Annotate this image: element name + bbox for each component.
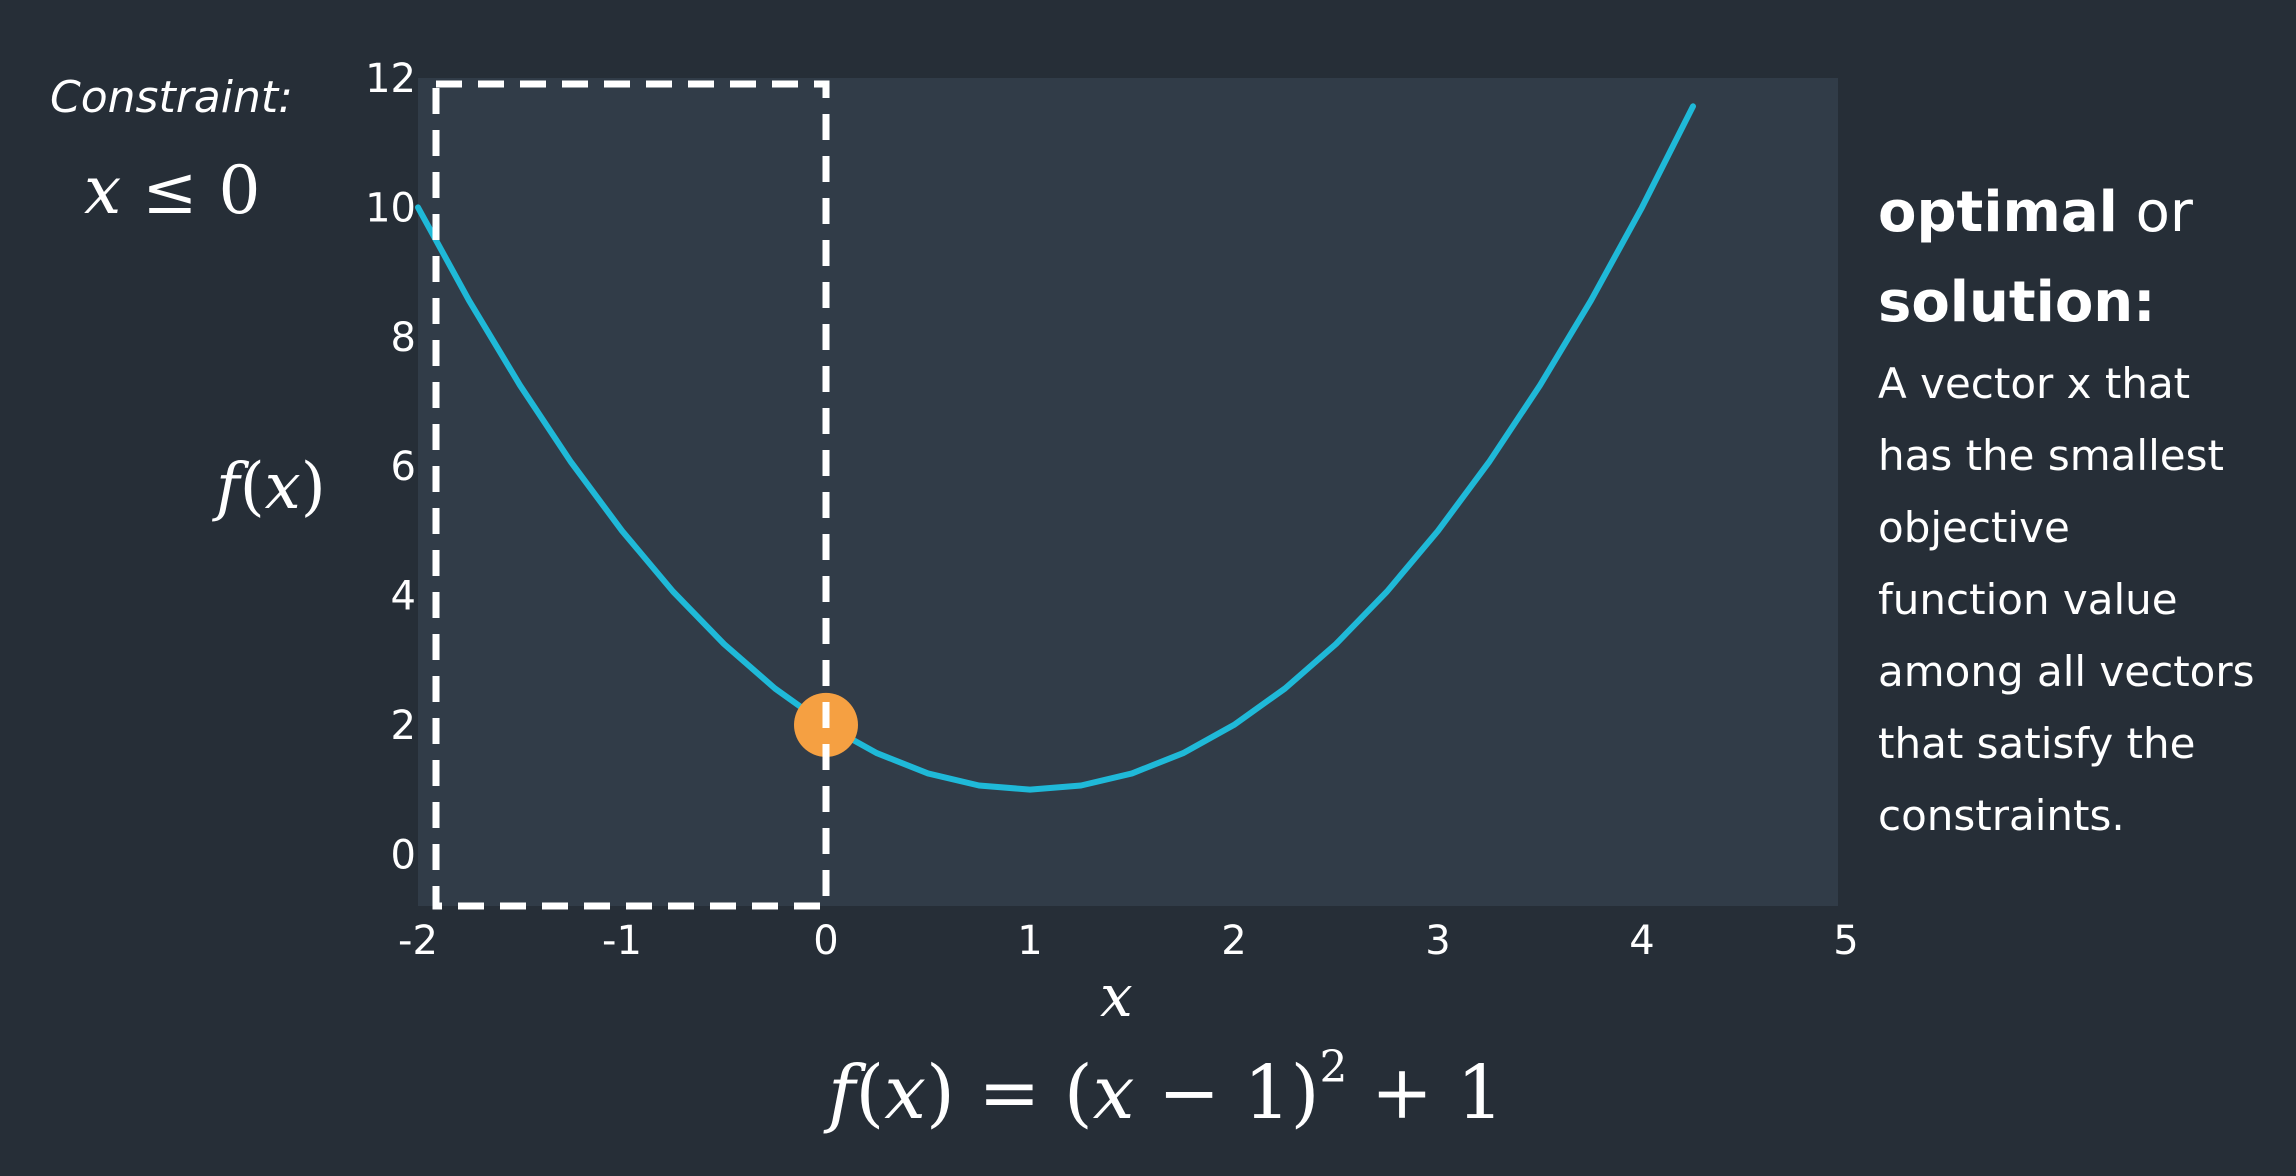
formula-x1: x bbox=[884, 1050, 926, 1136]
definition-line: among all vectors bbox=[1878, 647, 2255, 696]
y-label-close: ) bbox=[300, 450, 326, 524]
formula-exponent: 2 bbox=[1319, 1042, 1348, 1093]
y-tick-label: 0 bbox=[391, 832, 416, 878]
constraint-rest: ≤ 0 bbox=[121, 152, 261, 229]
feasible-region-box bbox=[432, 80, 830, 910]
y-tick-label: 6 bbox=[391, 444, 416, 490]
x-tick-label: -1 bbox=[602, 918, 642, 964]
y-tick-labels: 0 2 4 6 8 10 12 bbox=[365, 56, 416, 878]
constraint-expression: x ≤ 0 bbox=[84, 152, 261, 229]
constraint-label: Constraint: bbox=[50, 72, 293, 123]
y-tick-label: 12 bbox=[365, 56, 416, 102]
formula-x2: x bbox=[1092, 1050, 1135, 1136]
formula-minus: − 1) bbox=[1134, 1050, 1320, 1136]
x-tick-label: -2 bbox=[398, 918, 438, 964]
x-tick-label: 1 bbox=[1017, 918, 1042, 964]
x-tick-label: 0 bbox=[813, 918, 838, 964]
y-axis-label: f(x) bbox=[216, 450, 326, 524]
x-tick-label: 3 bbox=[1425, 918, 1450, 964]
y-tick-label: 8 bbox=[391, 315, 416, 361]
y-label-open: ( bbox=[239, 450, 265, 524]
definition-line: constraints. bbox=[1878, 791, 2125, 840]
heading-optimal: optimal bbox=[1878, 180, 2118, 245]
objective-formula: f(x) = (x − 1)2 + 1 bbox=[828, 1046, 1504, 1137]
x-tick-label: 2 bbox=[1221, 918, 1246, 964]
y-tick-label: 10 bbox=[365, 185, 416, 231]
y-label-x: x bbox=[264, 450, 301, 524]
definition-panel: optimal or solution: A vector x that has … bbox=[1878, 168, 2278, 852]
definition-line: objective bbox=[1878, 503, 2070, 552]
formula-tail: + 1 bbox=[1347, 1050, 1504, 1136]
heading-or: or bbox=[2117, 180, 2193, 245]
x-tick-label: 4 bbox=[1629, 918, 1654, 964]
y-tick-label: 2 bbox=[391, 703, 416, 749]
x-tick-label: 5 bbox=[1833, 918, 1858, 964]
definition-line: function value bbox=[1878, 575, 2178, 624]
formula-f: f bbox=[828, 1050, 856, 1136]
x-label-x: x bbox=[1100, 962, 1133, 1030]
definition-body: A vector x that has the smallest objecti… bbox=[1878, 348, 2278, 852]
x-axis-label: x bbox=[1100, 962, 1133, 1030]
definition-heading: optimal or solution: bbox=[1878, 168, 2278, 348]
definition-line: that satisfy the bbox=[1878, 719, 2196, 768]
plot-area bbox=[418, 78, 1838, 906]
formula-open: ( bbox=[855, 1050, 885, 1136]
y-label-f: f bbox=[216, 450, 240, 524]
x-tick-labels: -2 -1 0 1 2 3 4 5 bbox=[398, 918, 1859, 964]
formula-mid: ) = ( bbox=[926, 1050, 1093, 1136]
definition-line: A vector x that bbox=[1878, 359, 2191, 408]
constraint-var: x bbox=[84, 152, 122, 229]
y-tick-label: 4 bbox=[391, 574, 416, 620]
objective-curve bbox=[415, 103, 1696, 793]
heading-solution: solution: bbox=[1878, 270, 2156, 335]
definition-line: has the smallest bbox=[1878, 431, 2224, 480]
